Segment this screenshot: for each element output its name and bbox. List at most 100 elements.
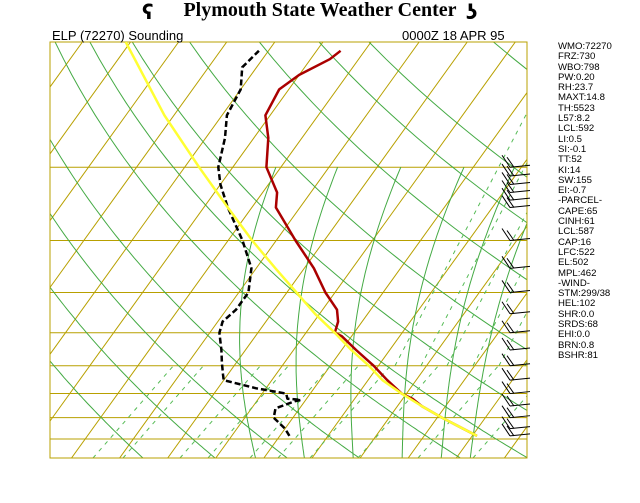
index-value: HEL:102 xyxy=(558,298,596,310)
index-value: SHR:0.0 xyxy=(558,308,595,320)
dewpoint-line xyxy=(217,49,303,437)
wind-barb-flag xyxy=(506,182,515,193)
wind-barb xyxy=(501,228,531,241)
dry-adiabat-line xyxy=(318,42,527,224)
index-value: -WIND- xyxy=(558,277,590,289)
dry-adiabat-line xyxy=(50,212,289,458)
index-value: -PARCEL- xyxy=(558,195,603,207)
wind-barb-flag xyxy=(501,353,511,366)
wind-barb-flag xyxy=(501,256,511,269)
wind-barb xyxy=(501,423,531,437)
wind-barb-flag xyxy=(501,180,511,193)
wind-barb xyxy=(501,163,531,177)
isotherm-line xyxy=(215,42,516,458)
mixing-ratio-line xyxy=(249,365,331,458)
moist-adiabat-line xyxy=(440,166,515,458)
moist-adiabat-line xyxy=(350,167,402,458)
wind-barb-flag xyxy=(501,163,511,177)
wind-barb xyxy=(501,337,531,351)
index-value: LI:0.5 xyxy=(558,133,583,145)
wind-barbs xyxy=(501,154,531,437)
wind-barb xyxy=(501,353,531,367)
wind-barb xyxy=(501,180,531,193)
isotherm-line xyxy=(50,42,180,222)
wind-barb xyxy=(501,256,531,269)
mixing-ratio-line xyxy=(122,365,204,458)
index-value: TH:5523 xyxy=(558,102,595,114)
index-value: EI:-0.7 xyxy=(558,185,587,197)
isotherm-line xyxy=(50,42,324,422)
wind-barb xyxy=(501,381,531,395)
wind-barb-flag xyxy=(506,383,515,394)
wind-barb-flag xyxy=(506,197,515,208)
mixing-ratio-line xyxy=(420,161,527,366)
wind-barb-flag xyxy=(506,369,515,381)
wind-barb-flag xyxy=(501,416,511,429)
index-value: KI:14 xyxy=(558,164,581,176)
index-value: LCL:592 xyxy=(558,123,595,135)
wind-barb-flag xyxy=(506,425,515,437)
wind-barb-flag xyxy=(506,258,515,269)
header: ʕ Plymouth State Weather Center ʖ xyxy=(0,0,640,26)
mixing-ratio-line xyxy=(277,365,359,458)
wind-barb xyxy=(501,195,531,209)
index-value: RH:23.7 xyxy=(558,82,594,94)
moist-adiabat-line xyxy=(295,167,339,458)
wind-barb xyxy=(501,280,531,293)
sounding-traces xyxy=(124,42,478,438)
wind-barb-flag xyxy=(501,367,511,381)
isotherm-line xyxy=(311,158,527,458)
temperature-line xyxy=(264,49,478,438)
wind-barb-flag xyxy=(501,172,511,185)
wind-barb xyxy=(501,367,531,381)
sounding-indices-panel: WMO:72270 FRZ:730 WBO:798 PW:0.20 RH:23.7 MAX… xyxy=(558,41,640,361)
index-value: FRZ:730 xyxy=(558,51,596,63)
wind-barb-flag xyxy=(506,322,515,334)
mixing-ratio-line xyxy=(207,365,289,458)
wind-barb-flag xyxy=(501,393,511,407)
wind-barb-flag xyxy=(506,407,515,418)
mixing-ratio-line xyxy=(394,111,527,366)
index-value: SI:-0.1 xyxy=(558,143,587,155)
index-value: EHI:0.0 xyxy=(558,329,590,341)
index-value: MPL:462 xyxy=(558,267,597,279)
isotherm-line xyxy=(71,42,372,458)
index-value: MAXT:14.8 xyxy=(558,92,605,104)
dry-adiabat-line xyxy=(131,42,527,412)
index-value: BSHR:81 xyxy=(558,349,598,361)
index-value: CINH:61 xyxy=(558,216,595,228)
wind-barb-flag xyxy=(506,282,515,293)
wind-barb xyxy=(501,172,531,185)
mixing-ratio-line xyxy=(179,365,261,458)
chart-background-lines xyxy=(0,42,527,458)
wind-barb-flag xyxy=(506,395,515,407)
isotherm-line xyxy=(50,42,83,88)
isotherm-line xyxy=(0,42,34,458)
wind-barb-flag xyxy=(506,339,515,351)
index-value: LCL:587 xyxy=(558,226,595,238)
wind-barb-flag xyxy=(506,189,515,201)
wind-barb-flag xyxy=(506,156,515,168)
index-value: EL:502 xyxy=(558,257,589,269)
wind-barb-flag xyxy=(501,337,511,351)
moist-adiabat-line xyxy=(469,221,527,458)
dry-adiabat-line xyxy=(50,360,144,458)
wind-barb xyxy=(501,405,531,419)
trace-clip xyxy=(124,42,478,438)
wind-barb-flag xyxy=(506,418,515,429)
station-label: ELP (72270) Sounding xyxy=(52,28,183,43)
wind-barb-flag xyxy=(501,195,511,208)
skew-t-chart: ELP (72270) Sounding 0000Z 18 APR 95 xyxy=(0,28,531,459)
mixing-ratio-line xyxy=(417,365,499,458)
index-value: LFC:522 xyxy=(558,246,595,258)
wind-barb-flag xyxy=(501,228,511,241)
wind-barb-flag xyxy=(501,280,511,293)
wind-barb-flag xyxy=(501,423,511,437)
mixing-ratio-line xyxy=(472,261,527,366)
index-value: WMO:72270 xyxy=(558,41,612,52)
isotherm-line xyxy=(407,292,527,458)
isotherm-line xyxy=(263,91,527,458)
parcel-line xyxy=(124,42,478,438)
dry-adiabat-line xyxy=(50,138,361,458)
isotherm-line xyxy=(119,42,420,458)
